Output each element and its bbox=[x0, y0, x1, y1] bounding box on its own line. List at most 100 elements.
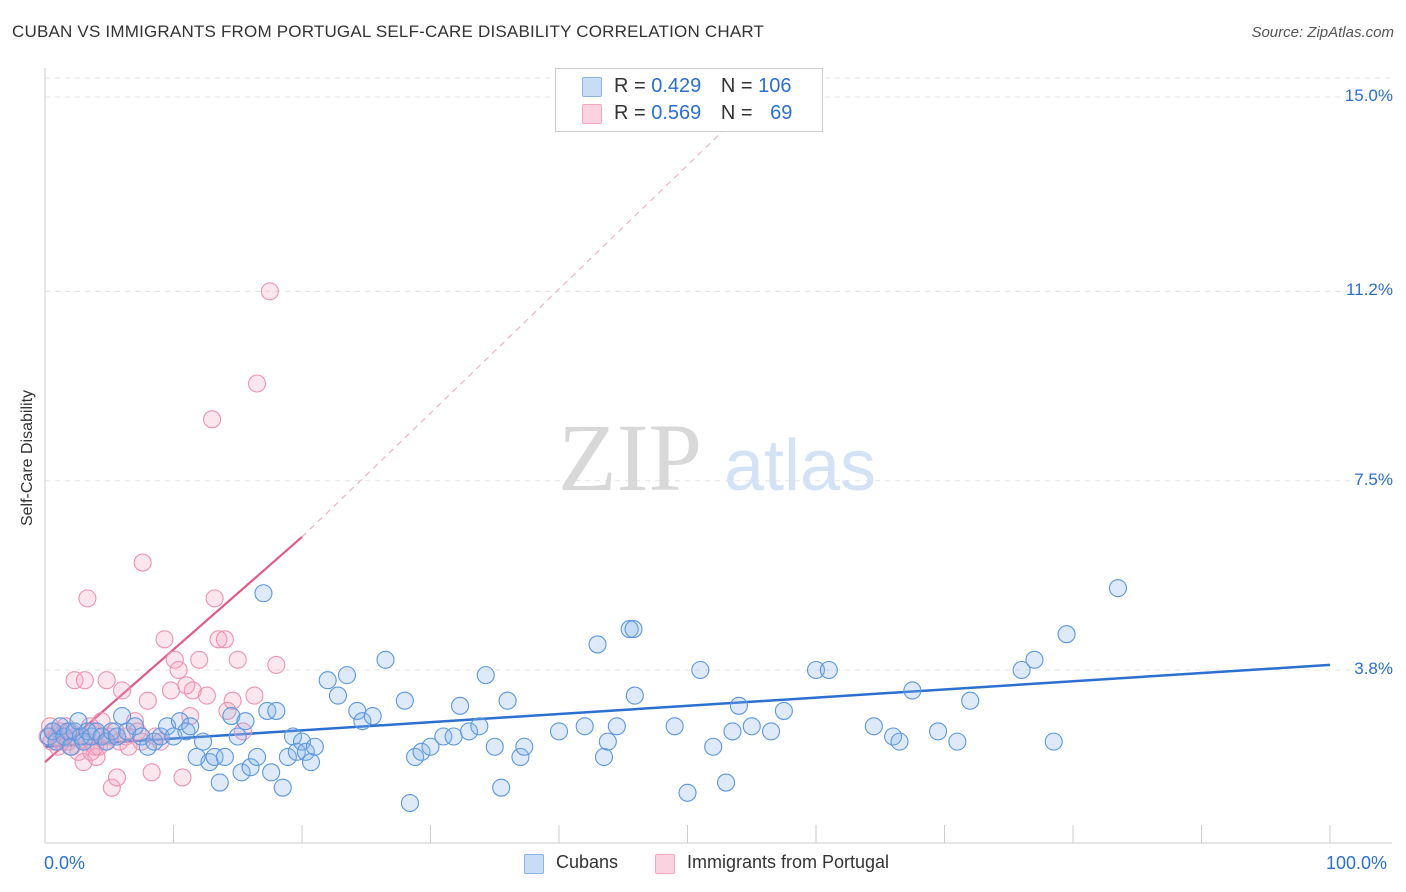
x-tick-label-min: 0.0% bbox=[44, 853, 86, 873]
point-cubans bbox=[665, 717, 684, 736]
point-portugal bbox=[78, 589, 97, 608]
legend-swatch-cubans bbox=[582, 77, 602, 97]
chart-title: CUBAN VS IMMIGRANTS FROM PORTUGAL SELF-C… bbox=[12, 22, 765, 41]
legend-swatch-portugal bbox=[582, 104, 602, 124]
point-cubans bbox=[267, 701, 286, 720]
bottom-legend-swatch-portugal bbox=[655, 854, 675, 874]
point-cubans bbox=[929, 722, 948, 741]
point-portugal bbox=[142, 763, 161, 782]
point-cubans bbox=[353, 712, 372, 731]
legend-r-value: 0.569 bbox=[651, 102, 702, 124]
point-cubans bbox=[451, 696, 470, 715]
point-cubans bbox=[181, 717, 200, 736]
point-cubans bbox=[69, 712, 88, 731]
point-portugal bbox=[183, 681, 202, 700]
point-cubans bbox=[588, 635, 607, 654]
point-cubans bbox=[376, 650, 395, 669]
point-portugal bbox=[102, 778, 121, 797]
trend-line-cubans bbox=[44, 663, 1331, 748]
point-portugal bbox=[75, 671, 94, 690]
point-cubans bbox=[337, 666, 357, 685]
x-tick-label-max: 100.0% bbox=[1326, 853, 1388, 873]
y-tick-label: 3.8% bbox=[1354, 659, 1393, 678]
y-tick-label: 7.5% bbox=[1354, 469, 1393, 489]
point-portugal bbox=[97, 671, 116, 690]
point-portugal bbox=[133, 553, 152, 572]
point-portugal bbox=[223, 691, 242, 710]
point-cubans bbox=[273, 778, 292, 797]
legend-box: R = 0.429 N = 106 R = 0.569 N = 69 bbox=[555, 68, 823, 132]
legend-r-label: R = bbox=[614, 102, 646, 124]
point-cubans bbox=[444, 727, 463, 746]
point-cubans bbox=[485, 737, 504, 756]
y-tick-label: 11.2% bbox=[1346, 280, 1393, 300]
point-cubans bbox=[434, 727, 453, 746]
point-cubans bbox=[470, 717, 489, 736]
grid-lines bbox=[45, 77, 1392, 671]
point-cubans bbox=[236, 712, 255, 731]
point-cubans bbox=[1108, 579, 1128, 598]
trend-line-portugal bbox=[44, 536, 303, 763]
point-portugal bbox=[165, 650, 184, 669]
point-cubans bbox=[102, 722, 121, 741]
series-cubans-points bbox=[39, 579, 1128, 813]
source-label: Source: ZipAtlas.com bbox=[1251, 24, 1394, 41]
point-cubans bbox=[607, 717, 626, 736]
point-portugal bbox=[138, 691, 157, 710]
point-portugal bbox=[86, 737, 105, 756]
legend-n-label: N = bbox=[720, 102, 753, 124]
point-cubans bbox=[890, 732, 909, 751]
watermark-zip: ZIP bbox=[558, 404, 702, 511]
point-portugal bbox=[190, 650, 209, 669]
point-cubans bbox=[761, 722, 781, 741]
point-portugal bbox=[169, 660, 188, 680]
point-portugal bbox=[233, 722, 252, 741]
point-cubans bbox=[774, 701, 793, 720]
point-cubans bbox=[549, 722, 569, 741]
point-cubans bbox=[620, 620, 639, 639]
point-cubans bbox=[691, 660, 710, 680]
point-portugal bbox=[161, 681, 180, 700]
point-cubans bbox=[716, 773, 736, 792]
point-portugal bbox=[267, 655, 286, 674]
point-cubans bbox=[948, 732, 967, 751]
point-cubans bbox=[210, 773, 229, 792]
point-cubans bbox=[903, 681, 922, 700]
point-cubans bbox=[205, 747, 224, 767]
point-cubans bbox=[363, 706, 382, 726]
point-cubans bbox=[742, 717, 761, 736]
point-portugal bbox=[247, 374, 267, 393]
point-cubans bbox=[624, 620, 643, 639]
point-cubans bbox=[247, 747, 267, 767]
point-portugal bbox=[65, 671, 84, 690]
point-cubans bbox=[515, 737, 534, 756]
point-cubans bbox=[476, 666, 495, 685]
point-cubans bbox=[598, 732, 617, 751]
point-cubans bbox=[1012, 660, 1031, 680]
point-cubans bbox=[328, 686, 348, 705]
point-cubans bbox=[492, 778, 511, 797]
trend-lines bbox=[44, 96, 1331, 763]
point-portugal bbox=[181, 706, 200, 726]
legend-r-label: R = bbox=[614, 75, 646, 97]
point-cubans bbox=[254, 584, 273, 603]
point-cubans bbox=[228, 727, 247, 746]
point-cubans bbox=[704, 737, 723, 756]
point-cubans bbox=[594, 747, 614, 767]
bottom-legend-cubans: Cubans bbox=[556, 852, 619, 872]
trend-extension-portugal bbox=[301, 96, 759, 538]
bottom-legend-portugal: Immigrants from Portugal bbox=[687, 852, 890, 872]
point-cubans bbox=[125, 717, 144, 736]
point-cubans bbox=[92, 727, 111, 746]
legend-row-portugal: R = 0.569 N = 69 bbox=[614, 102, 792, 124]
point-cubans bbox=[170, 712, 189, 731]
point-cubans bbox=[1025, 650, 1044, 669]
point-cubans bbox=[729, 696, 748, 715]
point-portugal bbox=[215, 630, 234, 649]
point-portugal bbox=[228, 650, 247, 669]
point-cubans bbox=[575, 717, 594, 736]
point-portugal bbox=[197, 686, 216, 705]
point-cubans bbox=[296, 742, 315, 761]
legend-row-cubans: R = 0.429 N = 106 bbox=[614, 75, 792, 97]
